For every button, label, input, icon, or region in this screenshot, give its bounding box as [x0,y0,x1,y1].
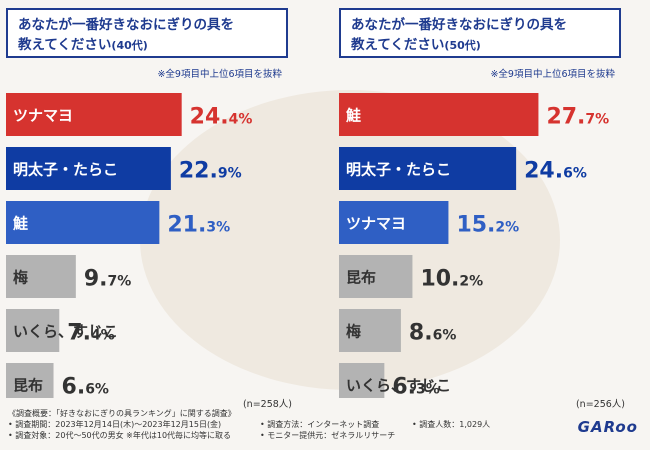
bar-group: ツナマヨ 24.4% [6,93,252,136]
bar-group: 梅 8.6% [339,309,456,352]
footer-title: 《調査概要：「好きなおにぎりの具ランキング」に関する調査》 [8,409,236,418]
bar-group: 梅 9.7% [6,255,131,298]
value-label: 8.6% [409,321,456,346]
bar [6,255,76,298]
title-line1: あなたが一番好きなおにぎりの具を [18,17,234,33]
category-label: 鮭 [345,107,361,125]
footer-provider: • モニター提供元：ゼネラルリサーチ [260,431,396,440]
value-label: 6.6% [62,375,109,399]
category-label: いくら、すじこ [346,377,451,395]
value-label: 24.4% [190,105,253,130]
value-label: 6.3% [392,375,439,399]
footer-period: • 調査期間：2023年12月14日(木)〜2023年12月15日(金) [8,420,222,429]
bar [339,363,385,398]
title-line1: あなたが一番好きなおにぎりの具を [351,17,567,33]
bar [6,93,182,136]
bar-group: ツナマヨ 15.2% [339,201,519,244]
title-line2: 教えてください [351,37,445,53]
bar [6,309,60,352]
category-label: 明太子・たらこ [13,161,118,179]
panel-40s: あなたが一番好きなおにぎりの具を 教えてください(40代) ※全9項目中上位6項… [6,8,306,410]
bar-group: 鮭 21.3% [6,201,230,244]
garoo-logo: GARoo [577,418,638,436]
value-label: 15.2% [456,213,519,238]
value-label: 24.6% [524,159,587,184]
sample-size-50s: (n=256人) [575,399,625,410]
category-label: ツナマヨ [346,215,406,233]
chart-title-50s: あなたが一番好きなおにぎりの具を 教えてください(50代) [339,8,621,58]
note-50s: ※全9項目中上位6項目を抜粋 [490,69,615,80]
value-label: 10.2% [420,267,483,292]
bar-group: 明太子・たらこ 22.9% [6,147,242,190]
bar-chart-50s: 鮭 27.7% 明太子・たらこ 24.6% ツナマヨ 15.2% 昆布 10.2% 梅 8.6% い… [339,93,609,398]
bar-group: 昆布 6.6% [6,363,109,398]
bar-group: 明太子・たらこ 24.6% [339,147,587,190]
sample-size-40s: (n=258人) [242,399,292,410]
category-label: いくら、すじこ [13,323,118,341]
value-label: 21.3% [167,213,230,238]
footer-count: • 調査人数：1,029人 [412,420,491,429]
survey-footer: 《調査概要：「好きなおにぎりの具ランキング」に関する調査》 • 調査期間：202… [8,408,528,441]
category-label: 昆布 [346,269,376,287]
bar [339,201,449,244]
category-label: 鮭 [12,215,28,233]
chart-title-40s: あなたが一番好きなおにぎりの具を 教えてください(40代) [6,8,288,58]
value-label: 22.9% [179,159,242,184]
category-label: 昆布 [13,377,43,395]
bar [6,363,54,398]
bar [6,201,160,244]
value-label: 9.7% [84,267,131,292]
category-label: 明太子・たらこ [346,161,451,179]
bar [339,255,413,298]
footer-method: • 調査方法：インターネット調査 [260,420,380,429]
value-label: 27.7% [546,105,609,130]
category-label: ツナマヨ [13,107,73,125]
note-40s: ※全9項目中上位6項目を抜粋 [157,69,282,80]
footer-target: • 調査対象：20代〜50代の男女 ※年代は10代毎に均等に取る [8,431,232,440]
title-line2: 教えてください [18,37,112,53]
bar [339,147,517,190]
title-suffix: (40代) [111,39,148,52]
bar-group: 鮭 27.7% [339,93,609,136]
bar-chart-40s: ツナマヨ 24.4% 明太子・たらこ 22.9% 鮭 21.3% 梅 9.7% いくら、すじこ7… [6,93,252,398]
bar [6,147,171,190]
title-suffix: (50代) [444,39,481,52]
category-label: 梅 [13,269,28,287]
panel-50s: あなたが一番好きなおにぎりの具を 教えてください(50代) ※全9項目中上位6項… [339,8,639,410]
category-label: 梅 [346,323,361,341]
bar-group: 昆布 10.2% [339,255,483,298]
bar [339,309,401,352]
value-label: 7.4% [67,321,114,346]
bar [339,93,539,136]
